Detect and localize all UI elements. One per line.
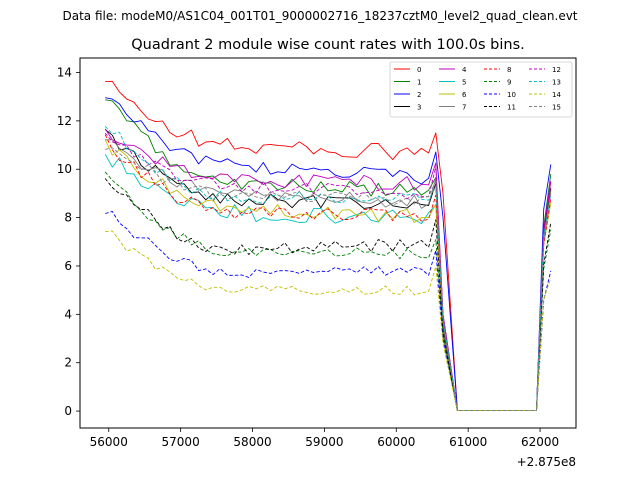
- series-line-11: [104, 178, 552, 412]
- legend-label-10: 10: [507, 91, 516, 99]
- series-line-3: [104, 129, 552, 412]
- x-tick-label: 59000: [305, 435, 343, 449]
- legend-label-2: 2: [417, 91, 421, 99]
- y-tick-label: 8: [64, 211, 72, 225]
- legend-label-0: 0: [417, 66, 421, 74]
- x-tick-label: 56000: [90, 435, 128, 449]
- legend-label-12: 12: [552, 66, 561, 74]
- legend-frame: [389, 61, 573, 118]
- suptitle: Data file: modeM0/AS1C04_001T01_90000027…: [62, 9, 577, 23]
- y-tick-label: 6: [64, 259, 72, 273]
- series-line-7: [105, 139, 552, 412]
- legend-label-7: 7: [462, 104, 466, 112]
- legend-label-8: 8: [507, 66, 511, 74]
- legend-label-6: 6: [462, 91, 467, 99]
- y-tick-label: 14: [57, 66, 72, 80]
- y-tick-label: 0: [64, 404, 72, 418]
- legend-label-4: 4: [462, 66, 467, 74]
- y-axis: 0 2 4 6 8 10 12 14: [57, 66, 80, 418]
- chart-title: Quadrant 2 module wise count rates with …: [131, 37, 525, 53]
- x-tick-label: 57000: [162, 435, 200, 449]
- x-axis: 56000 57000 58000 59000 60000 61000 62000: [90, 428, 559, 449]
- x-offset-label: +2.875e8: [517, 455, 576, 469]
- x-tick-label: 58000: [233, 435, 271, 449]
- series-line-14: [105, 230, 552, 412]
- legend-label-11: 11: [507, 104, 516, 112]
- x-tick-label: 61000: [449, 435, 487, 449]
- legend-label-1: 1: [417, 79, 421, 87]
- legend-label-15: 15: [552, 104, 561, 112]
- legend-label-9: 9: [507, 79, 511, 87]
- series-line-15: [105, 147, 552, 412]
- y-tick-label: 10: [57, 162, 72, 176]
- legend-label-3: 3: [417, 104, 421, 112]
- x-tick-label: 62000: [521, 435, 559, 449]
- y-tick-label: 2: [64, 356, 72, 370]
- plot-frame: [79, 57, 577, 429]
- series-layer: [104, 80, 552, 412]
- legend-label-14: 14: [552, 91, 561, 99]
- series-line-0: [105, 80, 552, 412]
- legend-label-13: 13: [552, 79, 561, 87]
- series-line-10: [105, 210, 552, 412]
- series-line-4: [104, 128, 552, 412]
- x-tick-label: 60000: [377, 435, 415, 449]
- series-line-2: [105, 97, 552, 412]
- series-line-8: [104, 134, 552, 412]
- y-tick-label: 12: [57, 114, 72, 128]
- y-tick-label: 4: [64, 307, 72, 321]
- series-line-1: [105, 99, 552, 412]
- legend-label-5: 5: [462, 79, 466, 87]
- series-line-6: [104, 139, 552, 412]
